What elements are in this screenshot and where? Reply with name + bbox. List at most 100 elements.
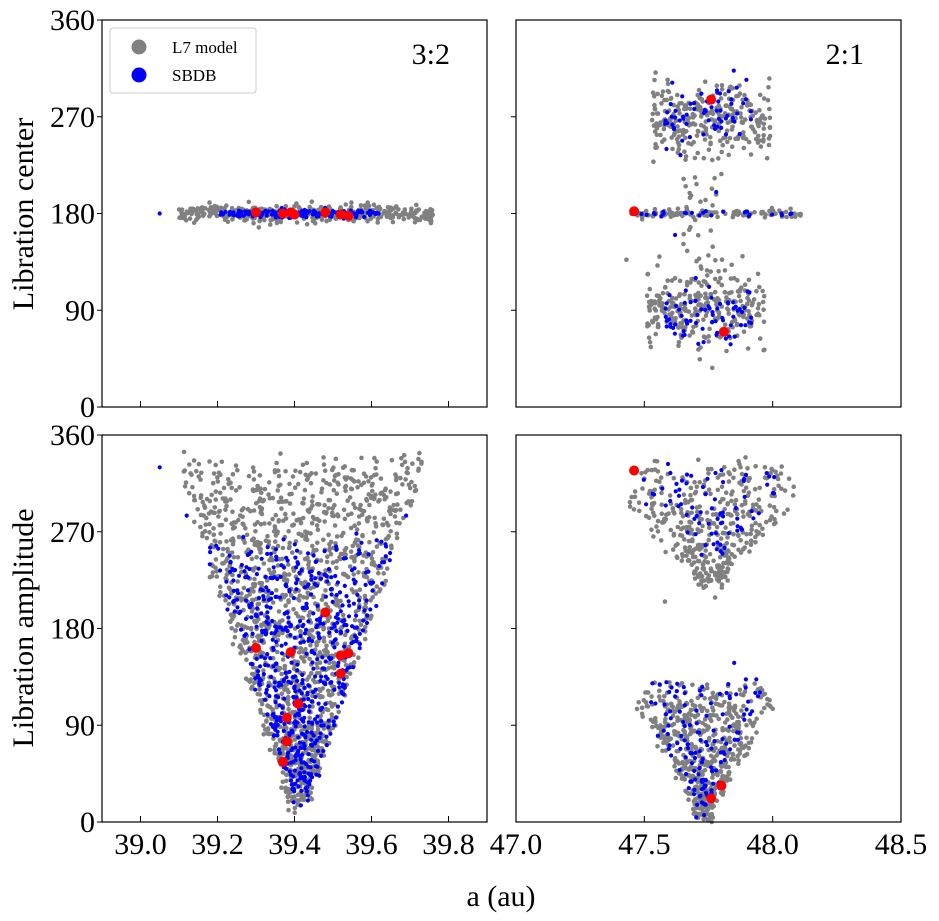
model-point bbox=[673, 775, 679, 781]
model-point bbox=[790, 493, 796, 498]
model-point bbox=[223, 517, 229, 522]
model-point bbox=[746, 277, 752, 283]
sbdb-point bbox=[184, 513, 189, 518]
sbdb-point bbox=[668, 709, 673, 714]
model-point bbox=[753, 520, 758, 526]
sbdb-point bbox=[310, 775, 315, 780]
model-point bbox=[317, 660, 323, 665]
sbdb-point bbox=[720, 510, 725, 515]
model-point bbox=[327, 546, 333, 551]
model-point bbox=[679, 681, 685, 686]
sbdb-point bbox=[664, 680, 669, 685]
model-point bbox=[683, 135, 688, 141]
panel-3-2-center-points bbox=[157, 199, 436, 230]
model-point bbox=[737, 289, 742, 294]
model-point bbox=[724, 128, 730, 133]
sbdb-point bbox=[735, 528, 740, 533]
model-point bbox=[679, 558, 685, 563]
model-point bbox=[701, 817, 706, 822]
model-point bbox=[255, 691, 261, 697]
model-point bbox=[731, 475, 736, 481]
model-point bbox=[261, 561, 267, 566]
model-point bbox=[727, 135, 733, 141]
model-point bbox=[319, 486, 325, 492]
model-point bbox=[665, 88, 671, 94]
sbdb-point bbox=[342, 583, 347, 589]
sbdb-point bbox=[316, 571, 321, 576]
model-point bbox=[627, 499, 633, 505]
model-point bbox=[363, 624, 368, 630]
sbdb-point bbox=[293, 724, 298, 729]
model-point bbox=[394, 204, 399, 209]
sbdb-point bbox=[312, 759, 317, 764]
model-point bbox=[739, 708, 744, 713]
model-point bbox=[321, 639, 327, 644]
model-point bbox=[183, 480, 189, 485]
model-point bbox=[683, 500, 688, 506]
model-point bbox=[276, 483, 282, 489]
sbdb-point bbox=[743, 685, 748, 690]
model-point bbox=[745, 316, 750, 321]
model-point bbox=[736, 722, 742, 728]
sbdb-point bbox=[697, 749, 702, 754]
sbdb-point bbox=[309, 573, 314, 579]
model-point bbox=[214, 213, 220, 219]
model-point bbox=[309, 521, 315, 526]
highlight-point bbox=[629, 206, 640, 217]
model-point bbox=[357, 618, 362, 624]
model-point bbox=[319, 217, 325, 222]
model-point bbox=[267, 521, 272, 526]
model-point bbox=[636, 700, 641, 705]
sbdb-point bbox=[254, 624, 259, 629]
sbdb-point bbox=[322, 572, 327, 577]
sbdb-point bbox=[282, 627, 287, 632]
model-point bbox=[719, 569, 724, 574]
model-point bbox=[682, 292, 687, 297]
sbdb-point bbox=[317, 735, 322, 740]
sbdb-point bbox=[779, 211, 784, 216]
model-point bbox=[321, 462, 327, 467]
sbdb-point bbox=[675, 681, 680, 686]
sbdb-point bbox=[302, 778, 307, 783]
sbdb-point bbox=[309, 592, 314, 597]
sbdb-point bbox=[299, 788, 304, 794]
sbdb-point bbox=[683, 755, 688, 760]
model-point bbox=[725, 120, 731, 126]
model-point bbox=[760, 299, 766, 305]
model-point bbox=[725, 307, 731, 313]
model-point bbox=[284, 772, 289, 778]
model-point bbox=[356, 479, 361, 484]
model-point bbox=[708, 491, 713, 497]
model-point bbox=[297, 650, 302, 655]
sbdb-point bbox=[286, 750, 291, 756]
model-point bbox=[207, 530, 212, 535]
model-point bbox=[743, 136, 749, 142]
model-point bbox=[322, 502, 327, 508]
model-point bbox=[681, 241, 686, 247]
model-point bbox=[679, 321, 685, 326]
sbdb-point bbox=[703, 790, 709, 796]
model-point bbox=[703, 295, 708, 301]
model-point bbox=[651, 94, 657, 99]
sbdb-point bbox=[218, 568, 223, 573]
sbdb-point bbox=[322, 549, 327, 554]
model-point bbox=[275, 649, 280, 655]
model-point bbox=[325, 618, 331, 623]
model-point bbox=[687, 190, 692, 196]
sbdb-point bbox=[227, 595, 232, 600]
sbdb-point bbox=[662, 702, 667, 707]
sbdb-point bbox=[300, 680, 305, 686]
model-point bbox=[230, 509, 235, 515]
sbdb-point bbox=[750, 709, 755, 714]
model-point bbox=[223, 598, 228, 603]
sbdb-point bbox=[665, 110, 670, 115]
model-point bbox=[254, 555, 259, 560]
model-point bbox=[701, 578, 707, 583]
sbdb-point bbox=[261, 672, 266, 677]
model-point bbox=[692, 713, 697, 719]
model-point bbox=[729, 513, 734, 518]
highlight-point bbox=[706, 94, 717, 105]
sbdb-point bbox=[270, 576, 275, 581]
sbdb-point bbox=[720, 480, 726, 485]
sbdb-point bbox=[751, 516, 756, 521]
